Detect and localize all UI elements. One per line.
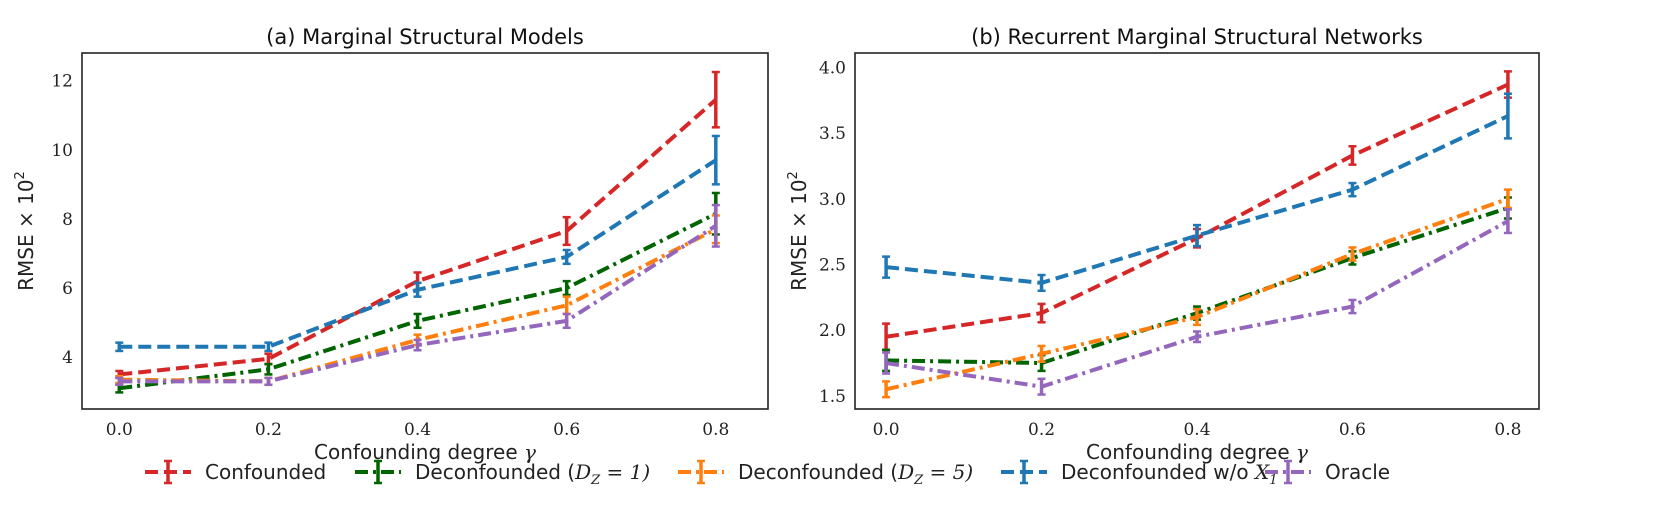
- series-3: [882, 92, 1512, 293]
- series-4: [115, 203, 720, 387]
- panel-a: (a) Marginal Structural Models 0.0 0.2 0.4 0…: [13, 25, 769, 464]
- error-bar: [115, 376, 124, 387]
- series-line: [119, 227, 717, 384]
- x-tick-label: 0.0: [106, 420, 133, 440]
- x-tick-label: 0.4: [404, 420, 431, 440]
- x-axis-label: Confounding degree γ: [1086, 440, 1308, 464]
- error-bar: [882, 255, 891, 279]
- error-bar: [1348, 246, 1357, 262]
- x-tick-label: 0.0: [873, 420, 900, 440]
- error-bar: [413, 338, 422, 352]
- error-bar: [562, 279, 571, 297]
- error-bar: [562, 312, 571, 330]
- error-bar: [1193, 330, 1201, 344]
- y-tick-label: 8: [62, 210, 73, 230]
- error-bar: [1348, 298, 1357, 315]
- y-tick-label: 3.0: [819, 190, 846, 210]
- x-axis-label: Confounding degree γ: [314, 440, 536, 464]
- error-bar: [1037, 273, 1046, 293]
- error-bar: [711, 134, 720, 186]
- series-2: [115, 214, 720, 387]
- error-bar: [115, 341, 124, 353]
- series-1: [882, 196, 1512, 373]
- series-line: [119, 211, 717, 391]
- series-line: [119, 224, 717, 384]
- series-line: [119, 98, 718, 377]
- y-tick-label: 12: [51, 72, 73, 92]
- y-tick-label: 3.5: [819, 124, 846, 144]
- y-tick-label: 2.5: [819, 255, 846, 275]
- error-bar: [1037, 302, 1046, 324]
- plot-frame: [854, 52, 1540, 410]
- y-axis-label: RMSE × 102: [786, 171, 811, 291]
- series-4: [882, 208, 1512, 396]
- error-bar: [1193, 223, 1201, 248]
- legend-item: Deconfounded (DZ = 1): [355, 459, 650, 488]
- y-axis-label: RMSE × 102: [13, 171, 38, 291]
- legend: Confounded Deconfounded (DZ = 1) Deconfoun…: [145, 459, 1390, 488]
- error-bar: [1037, 377, 1046, 396]
- y-tick-label: 1.5: [819, 387, 846, 407]
- panel-title: (b) Recurrent Marginal Structural Networ…: [971, 25, 1423, 49]
- y-tick-label: 10: [51, 141, 73, 161]
- error-bar: [264, 376, 273, 387]
- x-tick-label: 0.2: [255, 420, 282, 440]
- y-tick-label: 2.0: [819, 321, 846, 341]
- legend-label: Deconfounded (DZ = 1): [415, 460, 650, 488]
- series-line: [885, 114, 1509, 285]
- error-bar: [264, 341, 273, 353]
- error-bar: [413, 312, 422, 330]
- error-bar: [882, 351, 891, 375]
- y-tick-label: 4.0: [819, 58, 846, 78]
- x-tick-label: 0.8: [1494, 420, 1521, 440]
- error-bar: [1503, 208, 1512, 235]
- error-bar: [1193, 307, 1201, 327]
- error-bar: [413, 281, 422, 298]
- legend-label: Oracle: [1325, 460, 1390, 484]
- series-3: [115, 134, 720, 353]
- legend-label: Deconfounded (DZ = 5): [738, 460, 973, 488]
- panel-title: (a) Marginal Structural Models: [266, 25, 584, 49]
- error-bar: [562, 248, 571, 266]
- plot-frame: [81, 52, 769, 410]
- series-line: [885, 82, 1509, 339]
- y-tick-label: 4: [62, 348, 73, 368]
- x-tick-label: 0.8: [702, 420, 729, 440]
- x-tick-label: 0.2: [1028, 420, 1055, 440]
- x-tick-label: 0.6: [1339, 420, 1366, 440]
- legend-item: Deconfounded w/o X1: [1001, 459, 1278, 488]
- error-bar: [1348, 145, 1357, 166]
- error-bar: [1503, 92, 1512, 140]
- series-2: [882, 188, 1512, 399]
- panel-b: (b) Recurrent Marginal Structural Networ…: [786, 25, 1540, 464]
- error-bar: [711, 70, 720, 129]
- legend-label: Confounded: [205, 460, 326, 484]
- error-bar: [1503, 188, 1512, 210]
- error-bar: [264, 362, 273, 376]
- error-bar: [882, 380, 891, 399]
- series-0: [115, 70, 720, 380]
- legend-item: Deconfounded (DZ = 5): [678, 459, 973, 488]
- legend-label: Deconfounded w/o X1: [1061, 460, 1278, 488]
- x-tick-label: 0.4: [1183, 420, 1210, 440]
- error-bar: [562, 215, 571, 247]
- legend-item: Oracle: [1265, 459, 1390, 485]
- y-tick-label: 6: [62, 279, 73, 299]
- error-bar: [1037, 344, 1046, 363]
- legend-item: Confounded: [145, 459, 326, 485]
- x-tick-label: 0.6: [553, 420, 580, 440]
- error-bar: [1348, 181, 1357, 198]
- error-bar: [711, 203, 720, 248]
